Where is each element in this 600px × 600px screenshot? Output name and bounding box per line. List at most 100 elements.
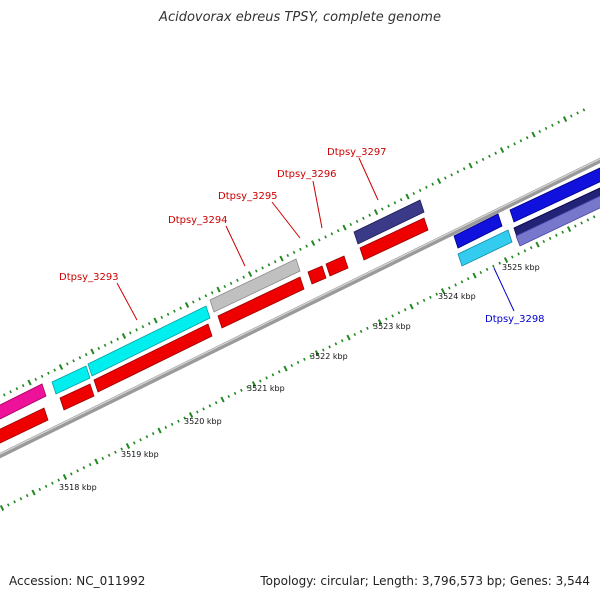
gene-gray[interactable] (209, 258, 301, 313)
lower-tick (314, 350, 320, 357)
upper-tick (286, 253, 290, 258)
upper-tick (405, 193, 410, 200)
lower-tick (391, 314, 394, 318)
gene-label-3297[interactable]: Dtpsy_3297 (327, 147, 387, 158)
lower-tick (195, 410, 199, 414)
upper-tick (141, 325, 145, 329)
gene-blue-reverse[interactable] (453, 213, 503, 249)
leader-3295 (271, 201, 301, 239)
upper-tick (198, 297, 201, 301)
gene-red-2[interactable] (59, 383, 95, 411)
upper-tick (84, 353, 88, 357)
lower-tick (573, 224, 577, 228)
upper-tick (210, 291, 214, 295)
gene-red-6[interactable] (325, 255, 349, 277)
gene-red-5[interactable] (307, 265, 327, 285)
lower-tick (157, 427, 162, 434)
lower-tick (107, 453, 111, 457)
gene-slate[interactable] (515, 195, 600, 247)
upper-tick (160, 315, 164, 319)
upper-tick (494, 151, 498, 155)
lower-tick (592, 215, 596, 219)
upper-tick (488, 154, 491, 158)
lower-tick (57, 478, 61, 482)
gene-label-3294[interactable]: Dtpsy_3294 (168, 215, 228, 226)
lower-tick (164, 425, 168, 429)
lower-tick (271, 373, 275, 377)
lower-tick (170, 422, 174, 426)
upper-tick (273, 260, 277, 264)
upper-tick (399, 198, 403, 202)
inner-red-genes (0, 217, 429, 446)
lower-tick (13, 500, 16, 504)
genome-summary-text: Topology: circular; Length: 3,796,573 bp… (260, 574, 590, 588)
gene-navy[interactable] (353, 199, 425, 245)
upper-tick (418, 188, 422, 192)
forward-strand-genes (0, 167, 600, 422)
gene-blue-forward[interactable] (509, 167, 600, 223)
upper-tick (373, 209, 379, 216)
upper-tick (135, 328, 138, 332)
lower-tick (510, 255, 514, 259)
lower-tick (76, 469, 79, 473)
lower-tick (44, 484, 48, 488)
lower-tick (227, 394, 231, 399)
upper-tick (368, 213, 372, 217)
gene-red-1[interactable] (0, 407, 49, 446)
upper-tick (305, 244, 309, 248)
upper-tick (519, 139, 523, 143)
gene-label-group: Dtpsy_3293 Dtpsy_3294 Dtpsy_3295 Dtpsy_3… (59, 147, 545, 325)
leader-3297 (358, 157, 379, 201)
lower-tick (31, 489, 36, 496)
lower-tick (251, 381, 257, 388)
upper-tick (513, 142, 516, 146)
upper-tick (34, 377, 38, 381)
gene-light-blue[interactable] (457, 229, 513, 267)
gene-cyan-small[interactable] (51, 365, 91, 395)
upper-tick (116, 337, 120, 341)
lower-tick (290, 363, 294, 368)
gene-red-4[interactable] (217, 276, 305, 329)
upper-tick (562, 116, 568, 123)
upper-tick (393, 201, 397, 205)
gene-red-3[interactable] (93, 323, 213, 393)
upper-tick (72, 359, 75, 363)
lower-tick (340, 339, 344, 343)
lower-tick (523, 249, 527, 253)
scale-label: 3519 kbp (121, 450, 159, 459)
upper-tick (9, 390, 12, 394)
lower-tick (25, 494, 29, 498)
gene-label-3293[interactable]: Dtpsy_3293 (59, 272, 119, 283)
scale-label: 3523 kbp (373, 322, 411, 331)
lower-tick (177, 419, 180, 423)
lower-tick (384, 317, 388, 321)
upper-tick (147, 322, 151, 326)
lower-tick (366, 326, 369, 330)
upper-tick (431, 182, 435, 186)
lower-tick (309, 354, 313, 358)
upper-tick (267, 263, 271, 267)
scale-label: 3525 kbp (502, 263, 540, 272)
lower-tick (548, 236, 552, 240)
gene-label-3298[interactable]: Dtpsy_3298 (485, 314, 545, 325)
lower-tick (529, 246, 533, 250)
lower-tick (265, 376, 268, 380)
upper-tick (582, 108, 586, 112)
leader-3293 (116, 282, 138, 321)
upper-tick (362, 216, 365, 220)
gene-magenta[interactable] (0, 383, 47, 422)
upper-tick (204, 294, 208, 298)
gene-red-7[interactable] (359, 217, 429, 261)
upper-tick (184, 302, 190, 308)
lower-tick (580, 221, 583, 225)
lower-tick (435, 292, 439, 296)
lower-tick (51, 481, 54, 485)
upper-tick (538, 129, 542, 134)
scale-label: 3521 kbp (247, 384, 285, 393)
gene-label-3295[interactable]: Dtpsy_3295 (218, 191, 278, 202)
gene-cyan-large[interactable] (87, 305, 211, 377)
upper-tick (166, 312, 170, 316)
gene-label-3296[interactable]: Dtpsy_3296 (277, 169, 337, 180)
lower-tick (416, 301, 420, 306)
upper-tick (468, 162, 473, 169)
